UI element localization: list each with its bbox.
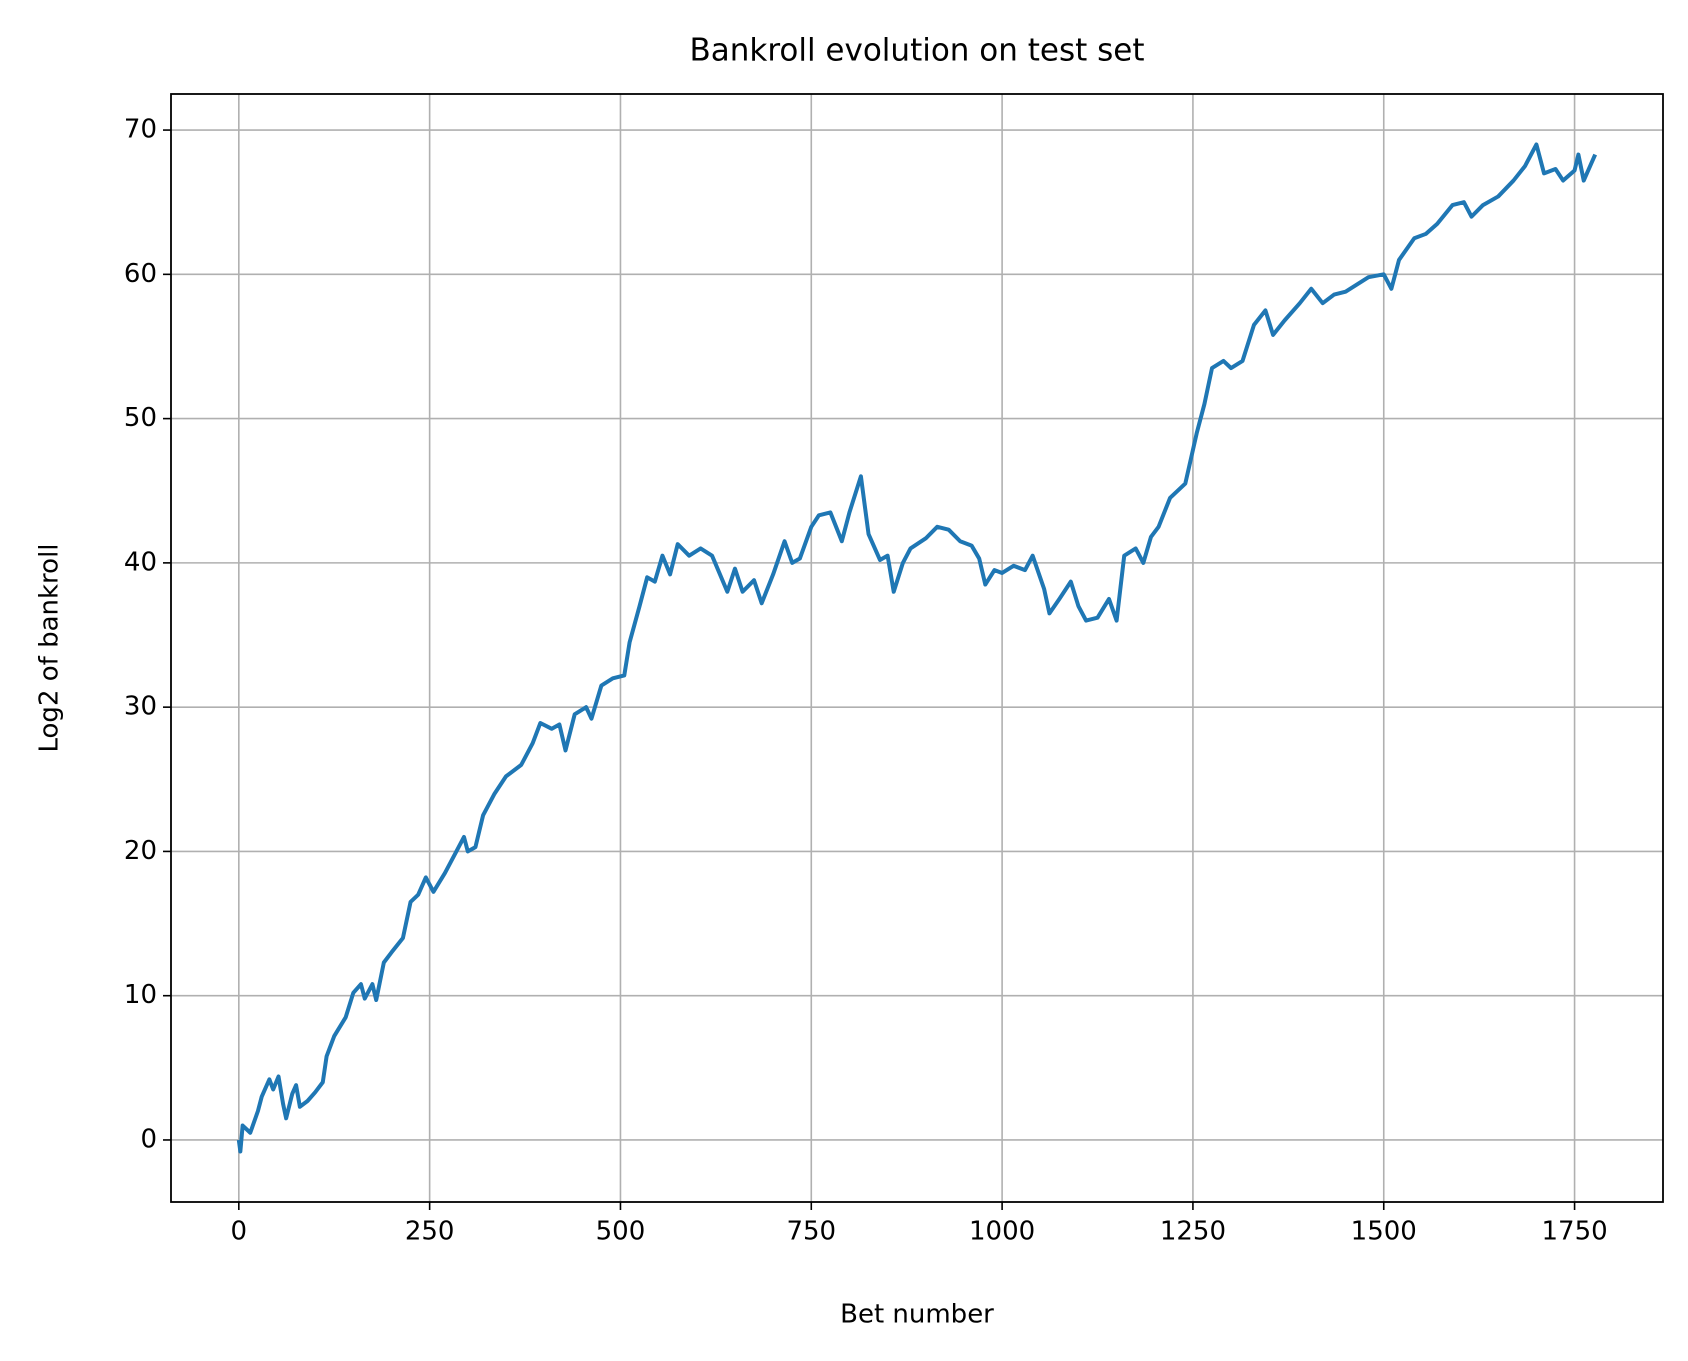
y-tick-label: 30 [124,692,157,722]
y-tick-label: 70 [124,115,157,145]
x-tick-label: 750 [786,1217,836,1247]
x-tick-label: 1000 [969,1217,1035,1247]
x-tick-label: 1250 [1160,1217,1226,1247]
x-tick-label: 0 [231,1217,248,1247]
chart-title: Bankroll evolution on test set [689,33,1144,69]
x-tick-label: 500 [596,1217,646,1247]
y-axis-label: Log2 of bankroll [35,543,65,752]
y-tick-label: 40 [124,547,157,577]
data-line [236,142,1598,1154]
y-tick-label: 60 [124,259,157,289]
plot-frame [170,93,1664,1203]
x-tick-label: 1750 [1541,1217,1607,1247]
y-tick-label: 10 [124,980,157,1010]
y-tick-label: 0 [140,1124,157,1154]
x-tick-label: 1500 [1351,1217,1417,1247]
y-tick-label: 20 [124,836,157,866]
x-tick-label: 250 [405,1217,455,1247]
x-axis-label: Bet number [840,1300,994,1330]
y-tick-label: 50 [124,403,157,433]
